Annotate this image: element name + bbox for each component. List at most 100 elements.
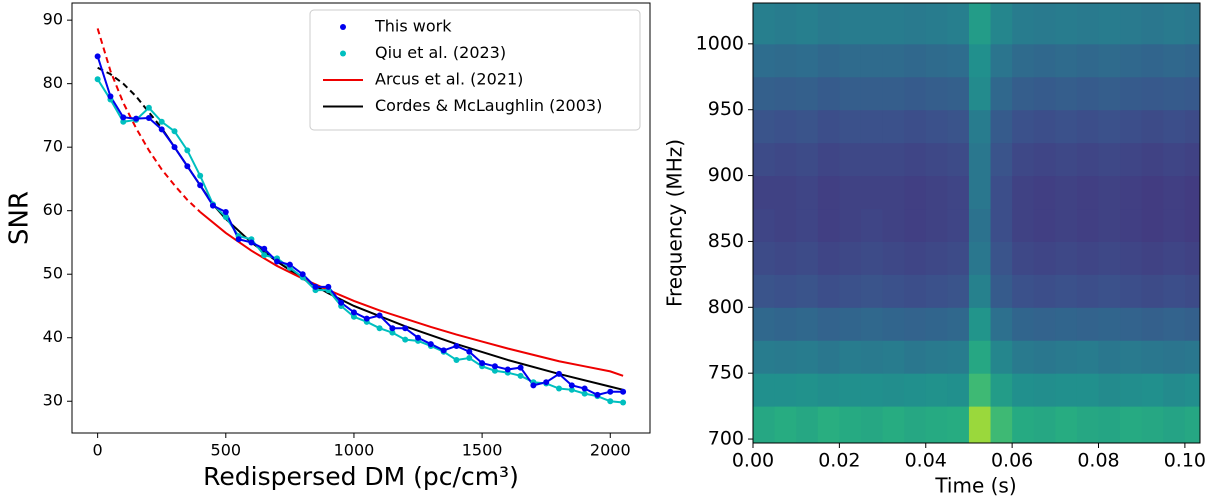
heatmap-cell [796, 76, 819, 111]
heatmap-cell [753, 274, 776, 308]
heatmap-cell [1055, 373, 1078, 407]
heatmap-cell [860, 43, 884, 78]
heatmap-cell [817, 307, 840, 341]
heatmap-cell [1120, 142, 1143, 177]
data-point [158, 118, 165, 125]
heatmap-cell [1184, 142, 1201, 177]
heatmap-cell [753, 241, 776, 275]
data-point [325, 283, 332, 290]
heatmap-cell [904, 76, 927, 111]
heatmap-cell [860, 142, 884, 177]
heatmap-cell [990, 76, 1013, 111]
heatmap-cell [925, 274, 948, 308]
heatmap-cell [968, 109, 992, 144]
heatmap-cell [947, 241, 970, 275]
heatmap-cell [1076, 3, 1100, 45]
data-point [222, 208, 229, 215]
heatmap-cell [1120, 373, 1143, 407]
heatmap-cell [1141, 340, 1164, 374]
y-tick-label: 850 [708, 230, 744, 252]
heatmap-cell [947, 3, 970, 45]
heatmap-cell [947, 307, 970, 341]
heatmap-cell [1141, 109, 1164, 144]
heatmap-cell [1184, 406, 1201, 444]
heatmap-cell [774, 241, 797, 275]
heatmap-cell [817, 43, 840, 78]
heatmap-cell [925, 406, 948, 444]
heatmap-cell [882, 373, 905, 407]
heatmap-cell [904, 274, 927, 308]
heatmap-cell [1163, 175, 1186, 210]
series-line [96, 28, 201, 213]
data-point [556, 370, 563, 377]
heatmap-cell [1141, 175, 1164, 210]
heatmap-cell [1012, 109, 1035, 144]
heatmap-cell [860, 340, 884, 374]
data-point [376, 325, 383, 332]
data-point [209, 202, 216, 209]
heatmap-cell [1012, 3, 1035, 45]
heatmap-cell [774, 307, 797, 341]
heatmap-cell [1033, 76, 1056, 111]
heatmap-cell [817, 76, 840, 111]
data-point [363, 315, 370, 322]
heatmap-cell [817, 109, 840, 144]
heatmap-cell [860, 175, 884, 210]
heatmap-cell [860, 241, 884, 275]
heatmap-cell [1120, 175, 1143, 210]
data-point [94, 76, 101, 83]
heatmap-cell [1098, 76, 1121, 111]
heatmap-cell [817, 3, 840, 45]
heatmap-cell [1098, 340, 1121, 374]
heatmap-cell [1033, 208, 1056, 242]
heatmap-cell [839, 3, 862, 45]
heatmap-cell [990, 3, 1013, 45]
heatmap-cell [1184, 274, 1201, 308]
heatmap-cell [1184, 241, 1201, 275]
heatmap-cell [882, 142, 905, 177]
heatmap-cell [796, 307, 819, 341]
heatmap-cell [1163, 406, 1186, 444]
data-point [222, 214, 229, 221]
heatmap-cell [1141, 76, 1164, 111]
heatmap-cell [1012, 142, 1035, 177]
heatmap-cell [1184, 109, 1201, 144]
heatmap-cell [1163, 109, 1186, 144]
heatmap-cell [990, 175, 1013, 210]
heatmap-cell [947, 175, 970, 210]
heatmap-cell [1076, 208, 1100, 242]
heatmap-cell [1012, 406, 1035, 444]
heatmap-cell [796, 43, 819, 78]
data-point [120, 114, 127, 121]
heatmap-cell [753, 109, 776, 144]
heatmap-cell [796, 241, 819, 275]
heatmap-cell [1012, 43, 1035, 78]
y-tick-label: 900 [708, 164, 744, 186]
heatmap-cell [990, 406, 1013, 444]
heatmap-cell [774, 373, 797, 407]
heatmap-cell [1012, 307, 1035, 341]
heatmap-cell [947, 76, 970, 111]
heatmap-cell [1033, 241, 1056, 275]
legend-label: Cordes & McLaughlin (2003) [375, 96, 602, 115]
heatmap-cell [774, 43, 797, 78]
heatmap-cell [753, 76, 776, 111]
heatmap-cell [839, 43, 862, 78]
data-point [491, 367, 498, 374]
heatmap-cell [839, 109, 862, 144]
heatmap-cell [1033, 307, 1056, 341]
heatmap-cell [882, 76, 905, 111]
heatmap-cell [1055, 43, 1078, 78]
heatmap-cell [1141, 274, 1164, 308]
legend-label: Arcus et al. (2021) [375, 70, 523, 89]
heatmap-cell [817, 175, 840, 210]
heatmap-cell [1120, 43, 1143, 78]
data-point [171, 128, 178, 135]
data-point [197, 172, 204, 179]
x-tick-label: 0 [93, 441, 103, 460]
heatmap-cell [947, 373, 970, 407]
x-axis-label: Redispersed DM (pc/cm³) [203, 462, 519, 491]
x-tick-label: 500 [211, 441, 242, 460]
heatmap-cell [860, 307, 884, 341]
data-point [94, 53, 101, 60]
